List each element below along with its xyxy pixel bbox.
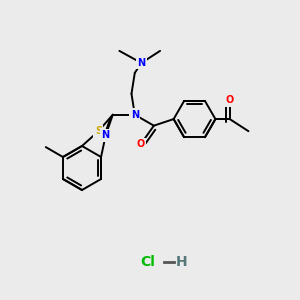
Text: N: N	[137, 58, 146, 68]
Text: S: S	[95, 126, 102, 136]
Text: Cl: Cl	[141, 255, 155, 269]
Text: H: H	[176, 255, 188, 269]
Text: O: O	[136, 140, 145, 149]
Text: O: O	[226, 95, 234, 105]
Text: N: N	[131, 110, 139, 120]
Text: N: N	[102, 130, 110, 140]
